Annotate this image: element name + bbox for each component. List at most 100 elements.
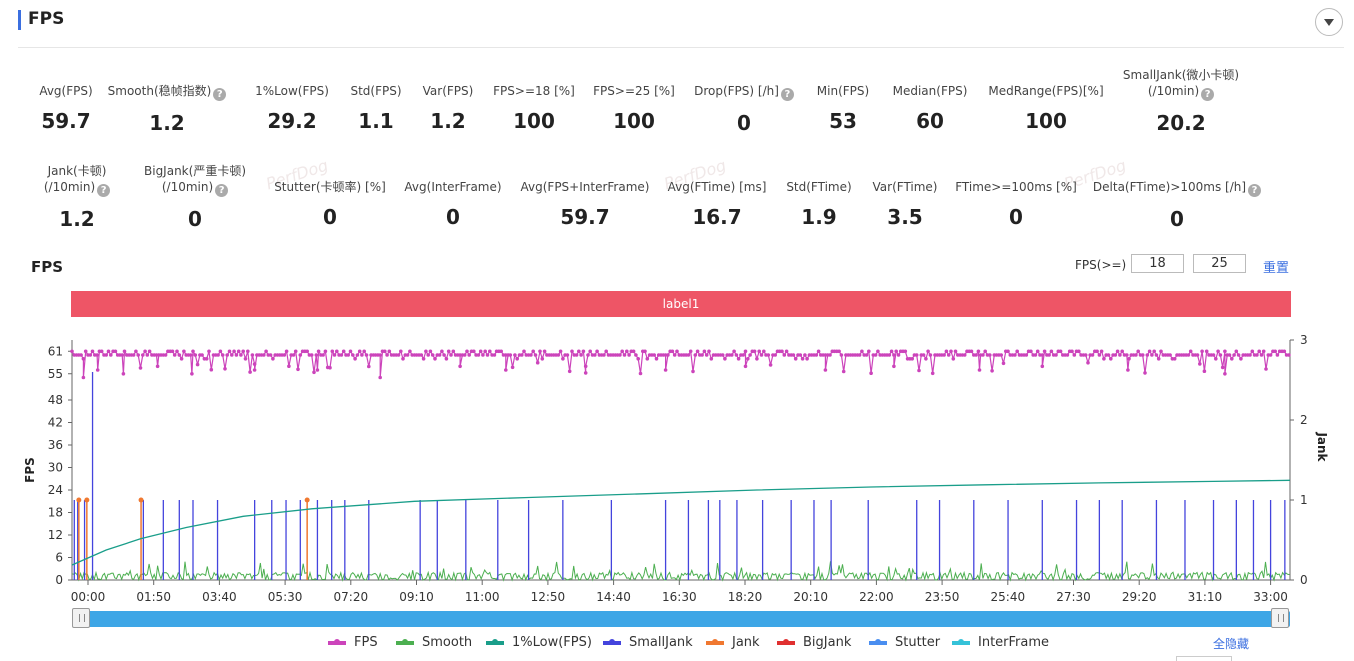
fps-point (508, 353, 513, 357)
fps-point (1026, 349, 1031, 354)
fps-point (784, 349, 789, 354)
time-range-slider[interactable] (72, 611, 1290, 627)
fps-point (1109, 357, 1113, 361)
fps-point (1095, 349, 1099, 354)
legend-item[interactable]: Stutter (869, 635, 940, 650)
slider-handle-right[interactable] (1271, 608, 1289, 628)
x-tick-label: 33:00 (1253, 590, 1288, 604)
fps-point (104, 353, 108, 357)
fps-point (748, 353, 752, 357)
fps-point (1252, 353, 1257, 357)
label-band[interactable]: label1 (71, 291, 1291, 317)
fps-point (1099, 349, 1104, 354)
fps-point (501, 353, 506, 357)
legend-label: 1%Low(FPS) (512, 635, 592, 650)
fps-point (750, 349, 755, 354)
fps-point (846, 353, 850, 357)
legend-item[interactable]: FPS (328, 635, 378, 650)
fps-point (293, 349, 298, 354)
fps-point (1191, 353, 1195, 357)
fps-point (405, 353, 410, 357)
fps-point (90, 349, 95, 354)
fps-point (268, 353, 273, 357)
fps-point (1102, 357, 1106, 361)
fps-point (373, 353, 378, 357)
collapse-toggle-button[interactable] (1315, 8, 1343, 36)
metric-value: 0 (323, 205, 337, 229)
chart-title: FPS (31, 258, 64, 276)
fps-point (273, 353, 278, 357)
fps-point (848, 353, 853, 357)
fps-threshold-input-2[interactable]: 25 (1193, 254, 1246, 273)
fps-point (942, 353, 946, 357)
legend-swatch-icon (396, 638, 414, 645)
fps-point (686, 353, 691, 357)
fps-point (583, 364, 588, 369)
help-icon[interactable]: ? (1201, 88, 1215, 101)
legend-swatch-icon (777, 638, 795, 645)
fps-point (1040, 364, 1045, 369)
fps-point (364, 353, 369, 357)
fps-point (1047, 353, 1051, 357)
legend-item[interactable]: BigJank (777, 635, 851, 650)
metric-8: Min(FPS) 53 (753, 83, 933, 133)
metric-label: Stutter(卡顿率) [%] (274, 180, 386, 194)
fps-point (755, 357, 759, 361)
fps-point (908, 357, 912, 361)
legend-item[interactable]: Jank (706, 635, 760, 650)
fps-point (1038, 353, 1042, 357)
fps-point (743, 349, 748, 354)
y-left-tick-label: 61 (48, 344, 63, 358)
fps-point (1211, 353, 1216, 357)
y-right-tick-label: 2 (1300, 413, 1308, 427)
fps-point (1234, 349, 1239, 354)
x-tick-label: 12:50 (531, 590, 566, 604)
fps-point (953, 349, 958, 354)
fps-point (79, 353, 83, 357)
fps-point (122, 349, 127, 354)
legend-item[interactable]: Smooth (396, 635, 472, 650)
fps-point (198, 353, 202, 357)
metric-label-unit: (/10min)? (1091, 83, 1271, 101)
fps-point (109, 353, 113, 357)
reset-button[interactable]: 重置 (1263, 261, 1290, 276)
help-icon[interactable]: ? (780, 88, 794, 101)
fps-point (739, 353, 743, 357)
smooth-series-line (71, 561, 1290, 582)
fps-point (835, 349, 839, 354)
scroll-indicator[interactable] (1176, 656, 1232, 661)
fps-point (1065, 353, 1070, 357)
x-tick-label: 05:30 (268, 590, 303, 604)
help-icon[interactable]: ? (215, 184, 229, 197)
fps-point (583, 371, 588, 375)
fps-point (974, 353, 978, 357)
help-icon[interactable]: ? (1248, 184, 1262, 197)
help-icon[interactable]: ? (213, 88, 227, 101)
fps-point (634, 353, 638, 357)
fps-point (898, 349, 903, 354)
fps-point (988, 353, 992, 357)
fps-point (622, 353, 627, 357)
fps-threshold-input-1[interactable]: 18 (1131, 254, 1184, 273)
fps-point (919, 353, 924, 357)
legend-item[interactable]: 1%Low(FPS) (486, 635, 592, 650)
hide-all-button[interactable]: 全隐藏 (1213, 637, 1250, 651)
fps-point (1072, 353, 1077, 357)
fps-point (476, 353, 481, 357)
fps-point (1001, 361, 1006, 366)
fps-point (985, 353, 990, 357)
help-icon[interactable]: ? (97, 184, 111, 197)
legend-item[interactable]: InterFrame (952, 635, 1049, 650)
fps-point (825, 353, 830, 357)
fps-point (252, 368, 257, 372)
fps-point (1129, 353, 1134, 357)
metric-1: Smooth(稳帧指数)? 1.2 (77, 83, 257, 135)
fps-point (1045, 353, 1049, 357)
fps-point (636, 357, 640, 361)
legend-item[interactable]: SmallJank (603, 635, 693, 650)
slider-handle-left[interactable] (72, 608, 90, 628)
x-tick-label: 22:00 (859, 590, 894, 604)
metric-value: 1.2 (430, 109, 466, 133)
metric-label-unit: (/10min)? (105, 179, 285, 197)
fps-point (647, 353, 652, 357)
